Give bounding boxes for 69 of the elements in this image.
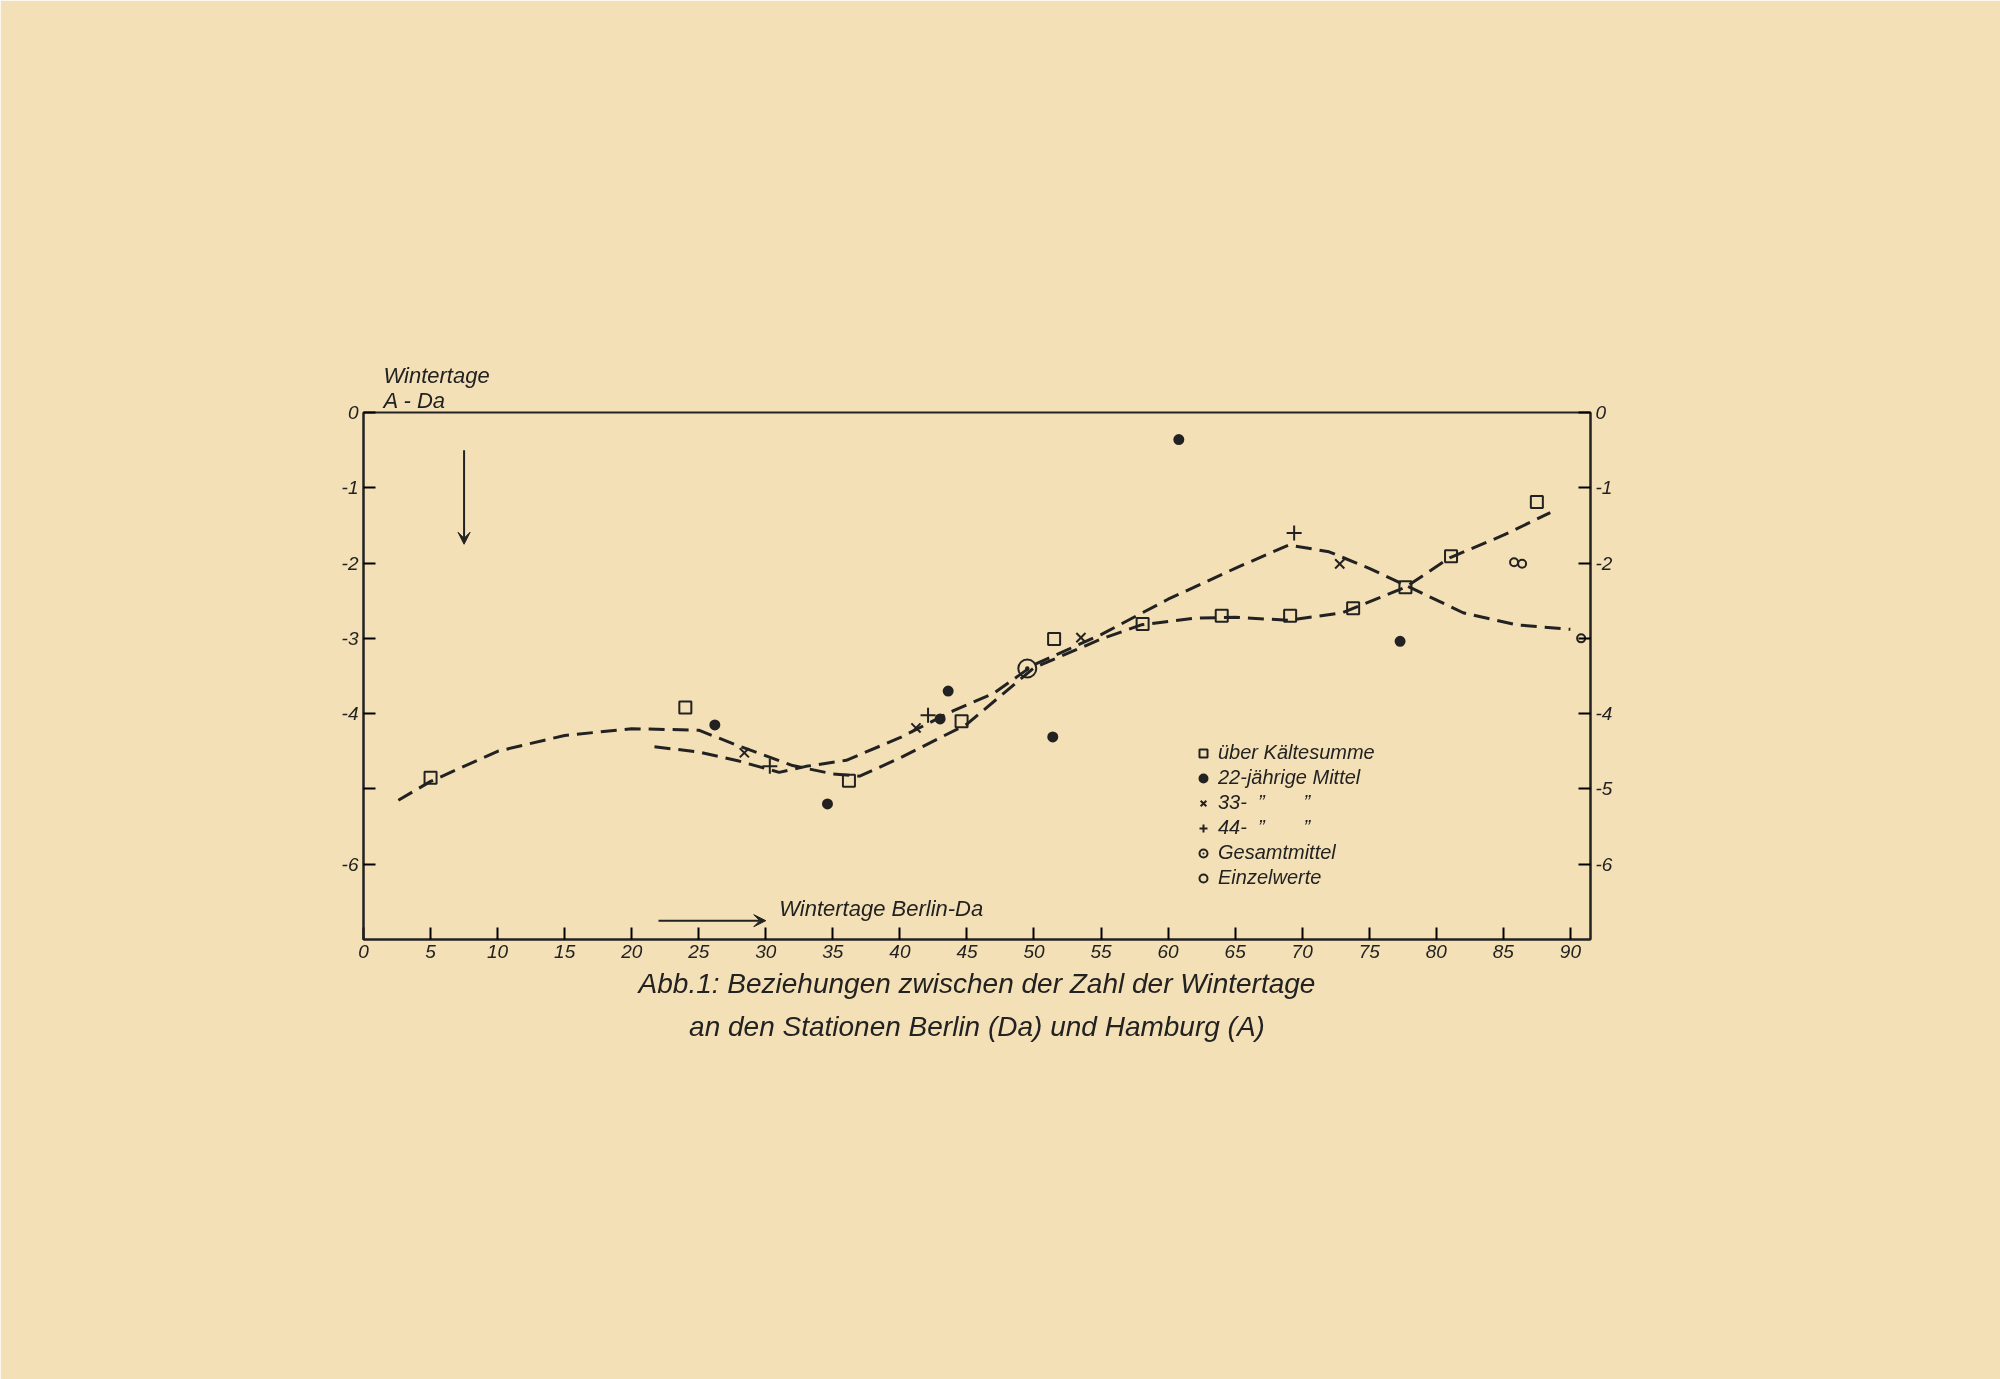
legend-label: 22-jährige Mittel <box>1218 766 1361 789</box>
y2-tick-label: -1 <box>1595 477 1613 499</box>
point <box>821 798 833 810</box>
x-tick-label: 20 <box>620 940 643 962</box>
x-tick-label: 65 <box>1224 940 1247 962</box>
x-tick-label: 30 <box>755 940 777 962</box>
point <box>954 714 969 729</box>
point <box>1283 608 1298 623</box>
y-tick-label: -3 <box>341 627 359 649</box>
point <box>910 722 922 734</box>
point <box>1017 658 1038 679</box>
x-tick-label: 25 <box>687 940 710 962</box>
x-tick-label: 85 <box>1492 940 1515 962</box>
x-tick-label: 75 <box>1358 940 1381 962</box>
x-tick-label: 70 <box>1291 940 1314 962</box>
point <box>709 719 721 731</box>
x-tick-label: 35 <box>822 940 844 962</box>
point <box>761 757 779 775</box>
point <box>1576 633 1587 644</box>
y-tick-label: 0 <box>347 402 359 423</box>
point <box>1509 557 1520 568</box>
y2-tick-label: -6 <box>1595 853 1613 875</box>
y-tick-label: -1 <box>341 477 359 499</box>
y-axis-title: Wintertage A - Da <box>381 362 490 413</box>
y-tick-label: -6 <box>341 853 359 875</box>
text: Abb.1: Beziehungen zwischen der Zahl der Wintertage an den Stationen Berlin (Da) und Hamburg (A) <box>636 967 1316 1042</box>
point <box>1214 608 1229 623</box>
x-tick-label: 80 <box>1425 940 1448 962</box>
x-tick-label: 10 <box>487 940 509 962</box>
x-tick-label: 40 <box>889 940 911 962</box>
x-tick-label: 90 <box>1559 940 1582 962</box>
y2-tick-label: -2 <box>1595 552 1613 574</box>
x-tick-label: 15 <box>554 940 576 962</box>
y-tick-label: -2 <box>341 552 359 574</box>
point <box>1047 731 1059 743</box>
point <box>1173 434 1185 446</box>
point <box>1285 524 1303 542</box>
x-tick-label: 60 <box>1157 940 1180 962</box>
point <box>1394 635 1406 647</box>
point <box>942 685 954 697</box>
legend-label: Gesamtmittel <box>1218 841 1336 864</box>
legend-label: Einzelwerte <box>1218 866 1322 889</box>
point <box>423 770 438 785</box>
point <box>1135 617 1150 632</box>
point <box>841 773 856 788</box>
x-axis-title: Wintertage Berlin-Da <box>779 895 984 921</box>
point <box>1075 632 1087 644</box>
point <box>919 706 937 724</box>
legend-label: über Kältesumme <box>1218 741 1375 764</box>
y2-tick-label: 0 <box>1595 402 1607 423</box>
point <box>1398 580 1413 595</box>
point <box>1517 558 1528 569</box>
x-tick-label: 45 <box>956 940 978 962</box>
x-tick-label: 50 <box>1023 940 1045 962</box>
point <box>1334 558 1346 570</box>
y-tick-label: -4 <box>341 703 359 725</box>
x-tick-label: 55 <box>1090 940 1113 962</box>
y2-tick-label: -5 <box>1595 778 1613 800</box>
point <box>1047 632 1062 647</box>
x-tick-label: 5 <box>425 940 437 962</box>
legend-label: 33- ” ” <box>1218 791 1311 814</box>
point <box>738 747 750 759</box>
point <box>678 700 693 715</box>
y2-tick-label: -4 <box>1595 703 1613 725</box>
legend-label: 44- ” ” <box>1218 816 1311 839</box>
point <box>1346 601 1361 616</box>
point <box>934 713 946 725</box>
point <box>1444 549 1459 564</box>
point <box>1529 495 1544 510</box>
